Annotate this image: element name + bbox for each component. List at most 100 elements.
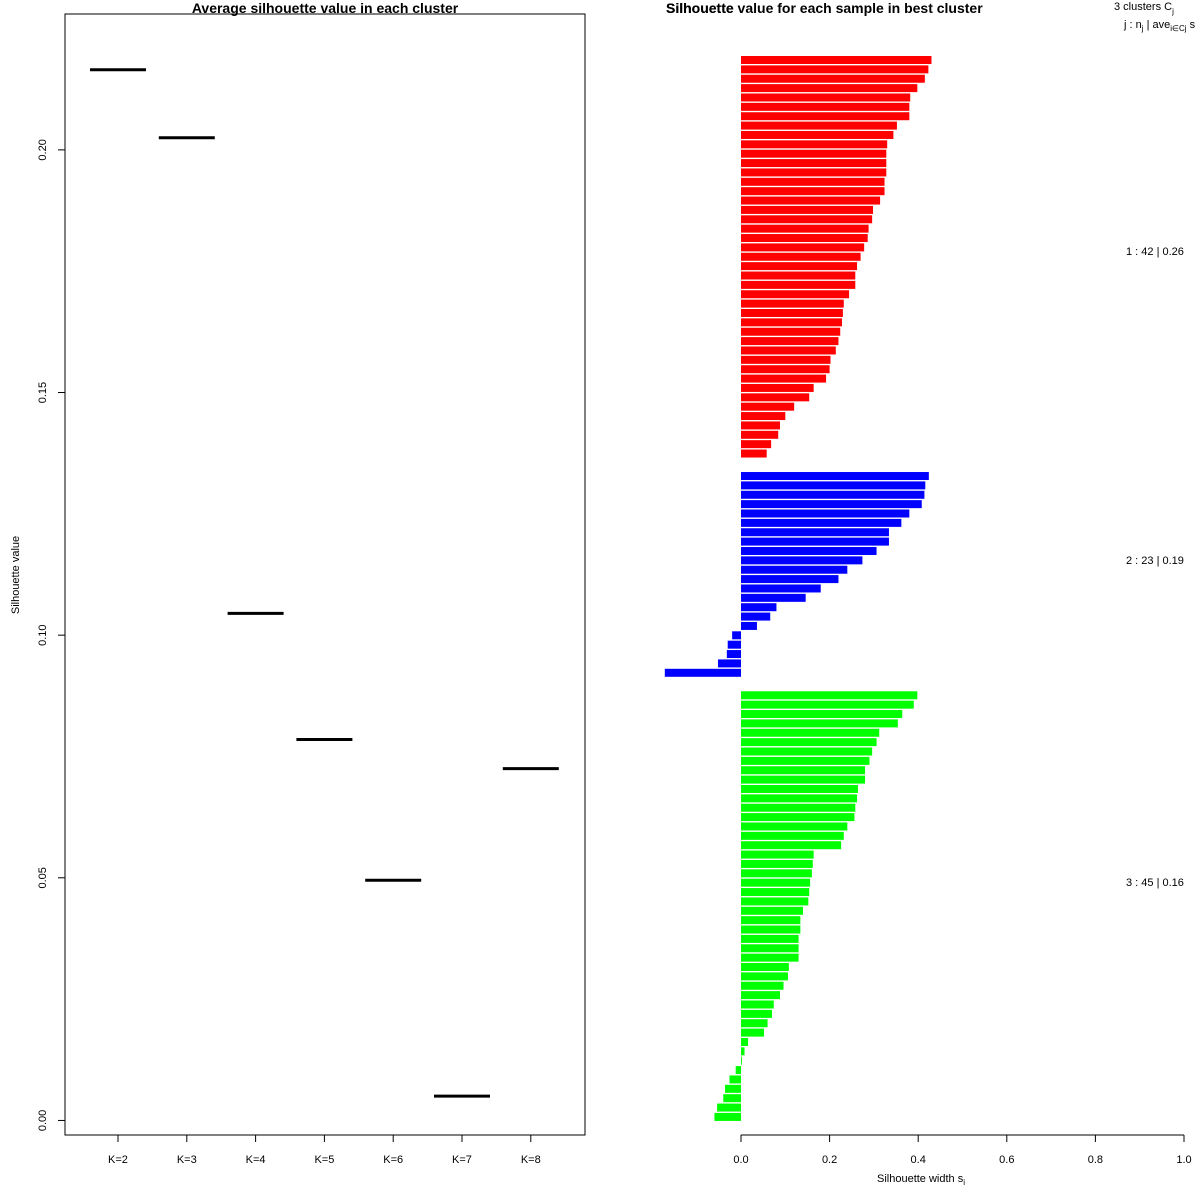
silhouette-bar-cluster-1 [741,149,887,158]
silhouette-bar-cluster-3 [741,1037,749,1046]
silhouette-bar-cluster-2 [741,593,806,602]
silhouette-bar-cluster-1 [741,308,843,317]
silhouette-bar-cluster-2 [741,500,922,509]
silhouette-bar-cluster-2 [741,565,848,574]
silhouette-bar-cluster-1 [741,215,873,224]
silhouette-bar-cluster-1 [741,168,887,177]
silhouette-bar-cluster-3 [741,775,866,784]
legend-header-line2-sub: j [1141,24,1144,33]
silhouette-bar-cluster-2 [741,546,877,555]
silhouette-bar-cluster-1 [741,449,767,458]
silhouette-bar-cluster-3 [741,972,788,981]
left-y-tick-label: 0.20 [37,139,49,160]
silhouette-bar-cluster-3 [741,850,814,859]
silhouette-bar-cluster-3 [741,1000,774,1009]
right-x-tick-label: 1.0 [1176,1154,1191,1166]
legend-header-line2-end: s [1187,19,1196,31]
right-chart-title: Silhouette value for each sample in best… [666,0,983,16]
silhouette-bar-cluster-2 [741,603,777,612]
silhouette-bar-cluster-1 [741,327,841,336]
silhouette-bar-cluster-3 [741,803,856,812]
silhouette-bar-cluster-3 [741,869,812,878]
silhouette-bar-cluster-1 [741,243,865,252]
silhouette-bar-cluster-1 [741,234,868,243]
right-x-tick-label: 0.2 [822,1154,837,1166]
silhouette-bar-cluster-3 [741,878,811,887]
silhouette-bar-cluster-3 [741,991,780,1000]
silhouette-bar-cluster-1 [741,393,810,402]
left-x-tick-label: K=5 [314,1154,334,1166]
silhouette-bar-cluster-1 [741,93,911,102]
legend-header-line2-sub2: i∈Cj [1170,24,1187,33]
silhouette-bar-cluster-3 [741,1056,742,1065]
silhouette-bar-cluster-2 [741,481,926,490]
silhouette-bar-cluster-3 [741,981,784,990]
left-x-tick-label: K=8 [521,1154,541,1166]
silhouette-bar-cluster-3 [741,719,898,728]
cluster-legend-header: 3 clusters Cj j : nj | avei∈Cj s [1114,1,1196,33]
silhouette-bar-cluster-3 [741,953,799,962]
silhouette-bar-cluster-3 [741,738,877,747]
right-bars [664,56,932,1121]
right-x-axis-label-sub: i [963,1178,965,1187]
legend-header-line2: j : nj | avei∈Cj s [1123,19,1196,33]
left-chart-title: Average silhouette value in each cluster [192,0,459,16]
silhouette-bar-cluster-3 [741,822,848,831]
silhouette-bar-cluster-1 [741,440,772,449]
right-chart-subtitle-overlap: Silhouette [666,0,734,16]
silhouette-bar-cluster-3 [741,859,813,868]
silhouette-bar-cluster-3 [741,784,858,793]
silhouette-bar-cluster-3 [741,916,801,925]
legend-header-line2-mid: | ave [1144,19,1171,31]
left-x-tick-label: K=3 [177,1154,197,1166]
silhouette-bar-cluster-2 [741,556,863,565]
legend-header-line1-text: 3 clusters C [1114,1,1172,13]
right-x-axis: 0.0 0.2 0.4 0.6 0.8 1.0 [733,1134,1192,1166]
silhouette-bar-cluster-3 [741,906,804,915]
silhouette-bar-cluster-2 [717,659,741,668]
silhouette-bar-cluster-3 [741,897,809,906]
silhouette-bar-cluster-2 [664,668,741,677]
right-x-tick-label: 0.6 [999,1154,1014,1166]
left-x-tick-label: K=2 [108,1154,128,1166]
silhouette-bar-cluster-3 [741,888,810,897]
silhouette-bar-cluster-3 [741,1028,765,1037]
silhouette-bar-cluster-1 [741,159,887,168]
silhouette-bar-cluster-3 [741,1009,773,1018]
silhouette-bar-cluster-1 [741,262,858,271]
legend-header-line1: 3 clusters Cj [1114,1,1174,16]
silhouette-bar-cluster-1 [741,402,795,411]
silhouette-bar-cluster-3 [741,813,855,822]
left-x-tick-label: K=4 [246,1154,266,1166]
legend-header-line1-sub: j [1171,7,1174,16]
silhouette-bar-cluster-1 [741,374,827,383]
right-x-axis-label-main: Silhouette width s [877,1173,964,1185]
silhouette-bar-cluster-2 [741,509,910,518]
silhouette-bar-cluster-1 [741,187,885,196]
silhouette-bar-cluster-3 [741,700,914,709]
silhouette-bar-cluster-1 [741,177,885,186]
left-series-marks [90,68,559,1098]
right-x-tick-label: 0.8 [1088,1154,1103,1166]
right-x-axis-label: Silhouette width si [877,1173,965,1187]
silhouette-bar-cluster-1 [741,271,856,280]
silhouette-bar-cluster-1 [741,102,910,111]
left-y-tick-label: 0.15 [37,382,49,403]
silhouette-bar-cluster-1 [741,65,929,74]
left-x-tick-label: K=7 [452,1154,472,1166]
silhouette-bar-cluster-3 [741,1047,745,1056]
silhouette-bar-cluster-1 [741,121,897,130]
silhouette-bar-cluster-1 [741,74,925,83]
silhouette-bar-cluster-1 [741,280,856,289]
legend-header-line2-text: j : n [1123,19,1142,31]
silhouette-bar-cluster-1 [741,84,918,93]
silhouette-bar-cluster-2 [741,472,929,481]
silhouette-bar-cluster-3 [741,934,799,943]
silhouette-bar-cluster-2 [727,640,741,649]
silhouette-bar-cluster-1 [741,355,831,364]
silhouette-bar-cluster-3 [741,963,789,972]
silhouette-bar-cluster-3 [717,1103,741,1112]
silhouette-bar-cluster-1 [741,412,786,421]
silhouette-bar-cluster-2 [741,537,889,546]
